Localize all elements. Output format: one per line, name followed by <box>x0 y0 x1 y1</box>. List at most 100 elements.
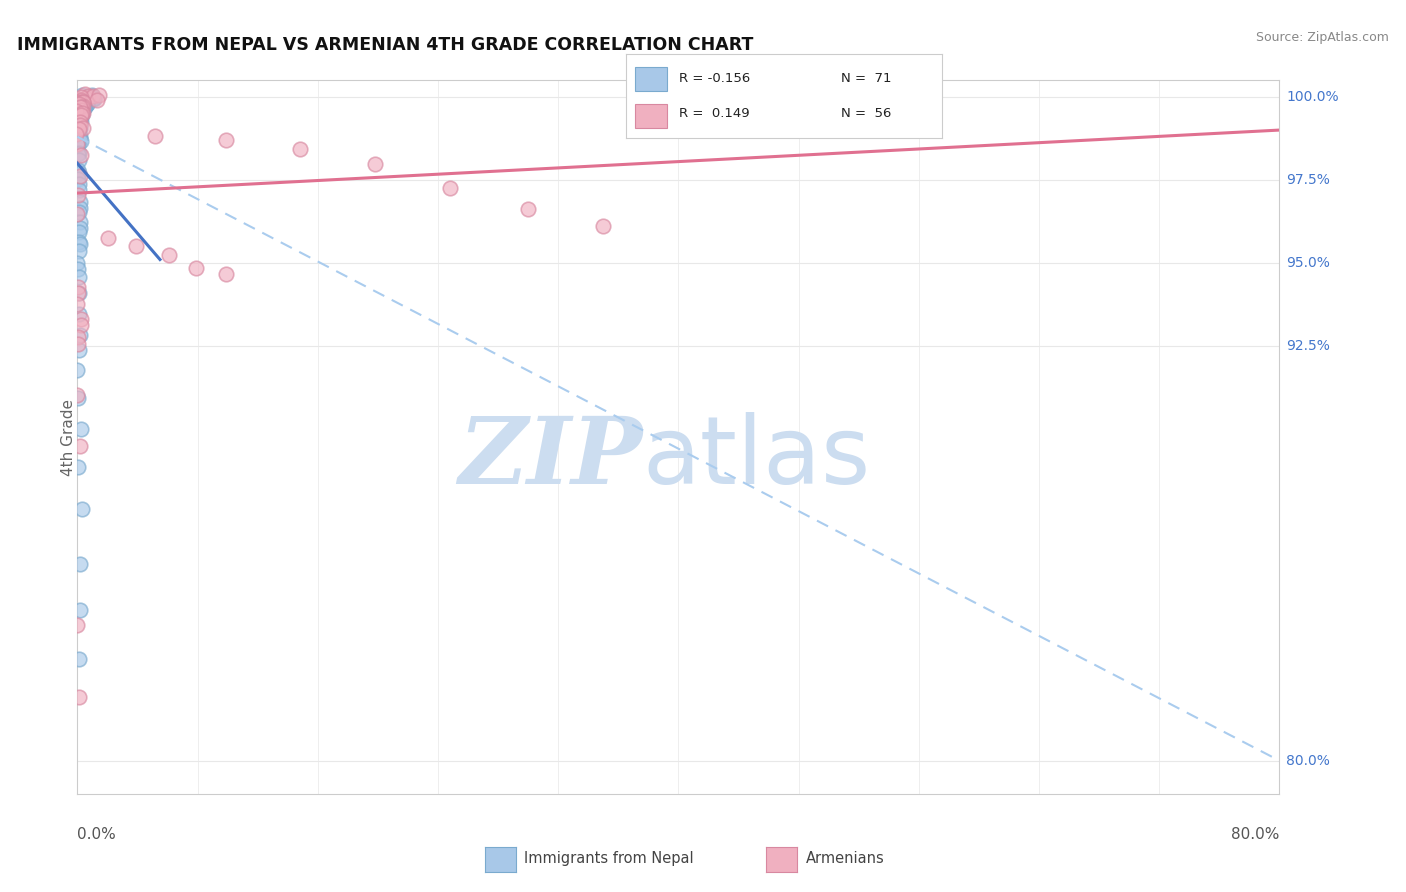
Point <box>67 146 90 161</box>
Point <box>66 388 89 402</box>
Point <box>72 121 94 136</box>
Point <box>67 96 90 111</box>
Text: 80.0%: 80.0% <box>1232 827 1279 841</box>
Point <box>75 87 97 101</box>
Text: 97.5%: 97.5% <box>1286 173 1330 186</box>
Point <box>69 439 91 453</box>
Point <box>69 93 91 107</box>
Point <box>70 502 93 516</box>
Point <box>67 178 90 192</box>
Point <box>83 91 105 105</box>
Point <box>76 96 98 111</box>
Point <box>66 255 89 269</box>
Point <box>65 104 87 119</box>
Point <box>69 95 91 109</box>
Point <box>70 87 93 102</box>
Point <box>66 330 89 344</box>
Point <box>66 262 89 277</box>
Point <box>75 90 97 104</box>
Point <box>87 88 110 103</box>
Point <box>67 166 90 180</box>
Point <box>82 88 104 103</box>
Point <box>364 157 387 171</box>
Text: Armenians: Armenians <box>806 851 884 865</box>
Bar <box>636 104 666 128</box>
Point <box>69 129 91 144</box>
Point <box>65 127 87 141</box>
Point <box>69 115 91 129</box>
Point <box>69 103 91 118</box>
Point <box>70 103 93 117</box>
Point <box>70 148 93 162</box>
Point <box>69 557 91 571</box>
Point <box>82 90 104 104</box>
Point <box>70 103 93 118</box>
Point <box>70 98 93 112</box>
Point <box>184 260 207 275</box>
Point <box>69 97 91 112</box>
Point <box>67 205 90 219</box>
Point <box>82 89 104 103</box>
Point <box>70 108 93 122</box>
Point <box>67 153 90 168</box>
Point <box>97 230 120 244</box>
Point <box>69 221 91 235</box>
Point <box>67 286 90 301</box>
Point <box>69 122 91 136</box>
Text: R =  0.149: R = 0.149 <box>679 107 749 120</box>
Point <box>69 112 91 126</box>
Text: atlas: atlas <box>643 412 870 505</box>
Point <box>69 115 91 129</box>
Point <box>69 270 91 285</box>
Point <box>72 101 94 115</box>
Point <box>439 181 461 195</box>
Y-axis label: 4th Grade: 4th Grade <box>62 399 76 475</box>
Text: 92.5%: 92.5% <box>1286 339 1330 353</box>
Point <box>69 110 91 124</box>
Point <box>67 690 90 705</box>
Point <box>67 307 90 321</box>
Point <box>79 90 101 104</box>
Point <box>69 422 91 436</box>
Point <box>66 92 89 106</box>
Point <box>72 99 94 113</box>
Point <box>69 215 91 229</box>
Point <box>69 169 91 183</box>
Point <box>69 120 91 134</box>
Point <box>70 311 93 326</box>
Point <box>67 98 90 112</box>
Point <box>516 202 538 216</box>
Text: IMMIGRANTS FROM NEPAL VS ARMENIAN 4TH GRADE CORRELATION CHART: IMMIGRANTS FROM NEPAL VS ARMENIAN 4TH GR… <box>17 36 754 54</box>
Point <box>67 226 90 240</box>
Point <box>67 652 90 666</box>
Point <box>86 93 108 107</box>
Point <box>66 362 89 376</box>
Text: ZIP: ZIP <box>458 414 643 503</box>
Point <box>215 133 238 147</box>
Point <box>69 112 91 126</box>
Point <box>67 172 90 186</box>
Point <box>76 92 98 106</box>
Text: 80.0%: 80.0% <box>1286 754 1330 768</box>
Point <box>66 136 89 151</box>
Point <box>70 98 93 112</box>
Point <box>69 195 91 210</box>
Text: 95.0%: 95.0% <box>1286 256 1330 269</box>
Point <box>69 201 91 215</box>
Text: N =  56: N = 56 <box>841 107 891 120</box>
Point <box>67 115 90 129</box>
Point <box>67 137 90 152</box>
Point <box>70 134 93 148</box>
Point <box>67 244 90 258</box>
Point <box>67 127 90 141</box>
Point <box>67 285 90 300</box>
Point <box>72 106 94 120</box>
Point <box>69 102 91 116</box>
Point <box>67 101 90 115</box>
Point <box>67 343 90 357</box>
Point <box>70 108 93 122</box>
Point <box>67 110 90 124</box>
Point <box>66 96 89 111</box>
Point <box>157 248 180 262</box>
Point <box>72 105 94 120</box>
